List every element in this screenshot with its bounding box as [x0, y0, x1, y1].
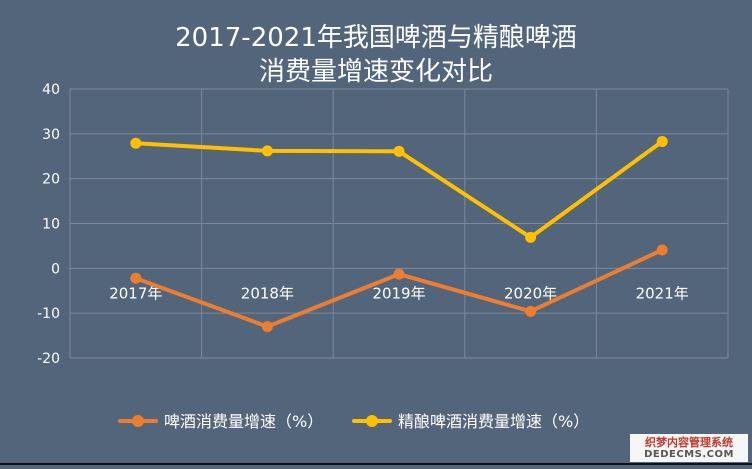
legend-label-1: 精酿啤酒消费量增速（%） — [398, 412, 589, 431]
y-axis: -20 -10 0 10 20 30 40 — [37, 82, 60, 367]
data-point — [130, 272, 142, 284]
x-tick-label: 2018年 — [241, 284, 294, 302]
x-tick-label: 2019年 — [372, 284, 425, 302]
data-point — [525, 305, 537, 317]
legend-label-0: 啤酒消费量增速（%） — [164, 412, 323, 431]
y-tick-label: 30 — [42, 127, 60, 143]
series-layer — [130, 135, 668, 333]
x-tick-label: 2021年 — [636, 284, 689, 302]
data-point — [656, 244, 668, 256]
data-point — [525, 231, 537, 243]
data-point — [656, 135, 668, 147]
watermark-logo: 织梦内容管理系统 DEDECMS.COM — [630, 434, 748, 462]
watermark-line1: 织梦内容管理系统 — [645, 435, 733, 449]
x-axis: 2017年 2018年 2019年 2020年 2021年 — [109, 284, 689, 302]
watermark-line2: DEDECMS.COM — [644, 448, 734, 460]
y-tick-label: 40 — [42, 82, 60, 98]
data-point — [261, 145, 273, 157]
legend: 啤酒消费量增速（%） 精酿啤酒消费量增速（%） — [118, 412, 589, 431]
data-point — [261, 321, 273, 333]
data-point — [130, 137, 142, 149]
y-tick-label: 0 — [51, 261, 60, 277]
legend-marker-0 — [132, 415, 144, 427]
y-tick-label: 10 — [42, 217, 60, 233]
chart-title-line1: 2017-2021年我国啤酒与精酿啤酒 — [175, 23, 577, 53]
x-tick-label: 2020年 — [504, 284, 557, 302]
y-tick-label: 20 — [42, 172, 60, 188]
legend-marker-1 — [366, 415, 378, 427]
data-point — [393, 268, 405, 280]
bottom-border — [0, 463, 752, 465]
chart-title-line2: 消费量增速变化对比 — [259, 57, 493, 87]
y-tick-label: -20 — [37, 351, 60, 367]
data-point — [393, 145, 405, 157]
x-tick-label: 2017年 — [109, 284, 162, 302]
grid-lines — [69, 88, 729, 359]
y-tick-label: -10 — [37, 306, 60, 322]
